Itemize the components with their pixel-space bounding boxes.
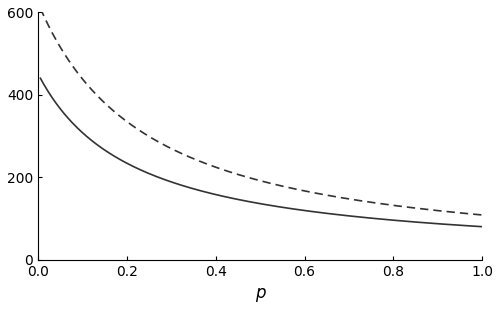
X-axis label: p: p	[255, 284, 266, 302]
